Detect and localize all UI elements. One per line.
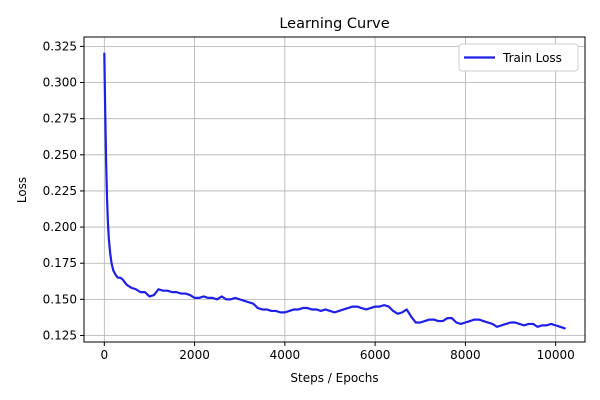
x-tick-label: 0 <box>100 348 108 362</box>
y-tick-label: 0.200 <box>43 220 77 234</box>
y-tick-label: 0.250 <box>43 148 77 162</box>
series-layer <box>103 52 566 330</box>
y-tick-label: 0.300 <box>43 76 77 90</box>
legend: Train Loss <box>458 43 579 72</box>
y-tick-label: 0.225 <box>43 184 77 198</box>
y-tick-label: 0.275 <box>43 112 77 126</box>
x-tick-label: 4000 <box>270 348 301 362</box>
x-tick-label: 6000 <box>360 348 391 362</box>
chart-title: Learning Curve <box>279 16 389 32</box>
legend-label-train-loss: Train Loss <box>502 51 562 65</box>
ticks: 0 2000 4000 6000 8000 10000 0.125 0.150 0.175 0.2… <box>43 39 575 362</box>
x-tick-label: 2000 <box>179 348 210 362</box>
legend-box <box>458 43 579 72</box>
x-tick-label: 8000 <box>450 348 481 362</box>
grid <box>84 37 585 342</box>
series-line-train-loss <box>103 52 566 330</box>
y-tick-label: 0.150 <box>43 292 77 306</box>
y-tick-label: 0.325 <box>43 39 77 53</box>
x-axis-title: Steps / Epochs <box>290 371 378 385</box>
x-tick-label: 10000 <box>537 348 575 362</box>
y-tick-label: 0.175 <box>43 256 77 270</box>
plot-frame <box>83 36 586 343</box>
y-tick-label: 0.125 <box>43 328 77 342</box>
y-axis-title: Loss <box>15 177 29 203</box>
